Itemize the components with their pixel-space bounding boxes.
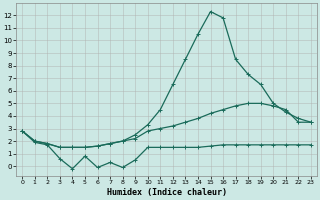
X-axis label: Humidex (Indice chaleur): Humidex (Indice chaleur) [107, 188, 227, 197]
